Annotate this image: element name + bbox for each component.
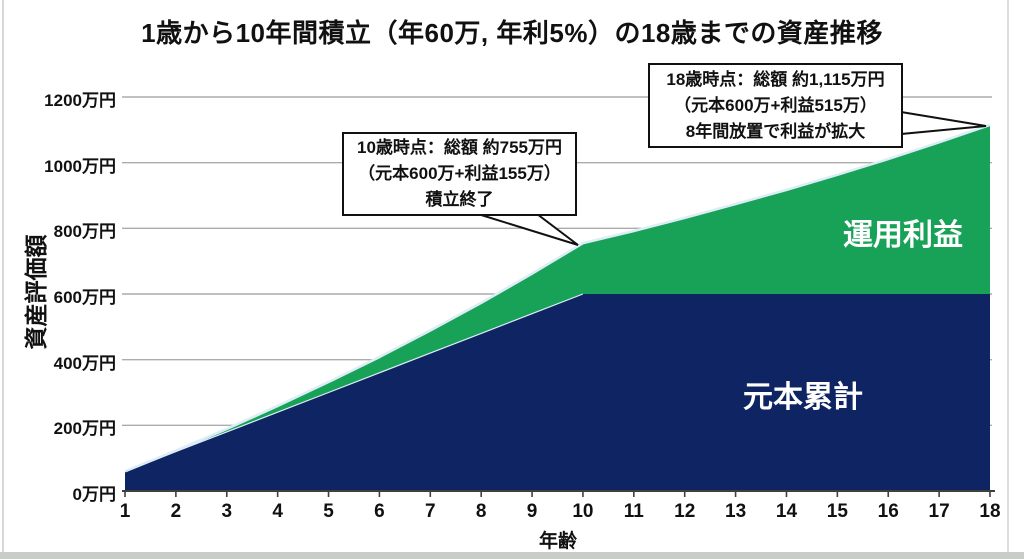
y-tick-label: 800万円 xyxy=(53,222,116,242)
annotation-line: 10歳時点：総額 約755万円 xyxy=(357,138,562,157)
x-tick-label: 5 xyxy=(323,501,334,522)
area-principal xyxy=(125,294,990,491)
y-tick-label: 0万円 xyxy=(72,485,116,504)
x-tick-label: 1 xyxy=(119,501,131,522)
principal-top-edge-line xyxy=(124,293,584,472)
series-label-profit: 運用利益 xyxy=(843,219,963,252)
total-top-edge-line xyxy=(124,123,991,473)
annotation-line: （元本600万+利益155万） xyxy=(358,164,561,183)
x-axis-title: 年齢 xyxy=(538,531,578,552)
annotation-line: （元本600万+利益515万） xyxy=(674,95,877,115)
y-tick-label: 200万円 xyxy=(53,419,116,439)
x-tick-label: 17 xyxy=(928,501,950,522)
x-tick-label: 12 xyxy=(674,501,696,522)
annotation-age10-pointer xyxy=(477,213,579,246)
y-tick-label: 1000万円 xyxy=(44,156,116,176)
screenshot-right-border xyxy=(1007,0,1009,559)
chart-title: 1歳から10年間積立（年60万, 年利5%）の18歳までの資産推移 xyxy=(141,18,883,48)
annotation-line: 18歳時点：総額 約1,115万円 xyxy=(666,69,885,89)
x-tick-label: 15 xyxy=(826,501,848,522)
x-tick-label: 10 xyxy=(572,501,594,522)
series-label-principal: 元本累計 xyxy=(743,381,863,414)
x-tick-label: 16 xyxy=(877,501,899,522)
annotation-age10-callout: 10歳時点：総額 約755万円 （元本600万+利益155万） 積立終了 xyxy=(342,132,577,216)
annotation-age18-callout: 18歳時点：総額 約1,115万円 （元本600万+利益515万） 8年間放置で… xyxy=(648,63,903,148)
x-tick-label: 8 xyxy=(475,501,487,522)
x-tick-label: 14 xyxy=(775,501,798,522)
x-tick-label: 6 xyxy=(374,501,385,522)
x-tick-label: 4 xyxy=(272,501,283,522)
x-tick-label: 13 xyxy=(725,501,747,522)
screenshot-bottom-strip xyxy=(0,552,1024,559)
y-tick-label: 600万円 xyxy=(53,288,116,307)
annotation-line: 積立終了 xyxy=(425,190,494,209)
y-tick-label: 1200万円 xyxy=(44,91,116,110)
area-profit xyxy=(125,124,990,472)
x-tick-label: 11 xyxy=(623,501,644,522)
x-tick-label: 2 xyxy=(170,501,182,522)
screenshot-left-border xyxy=(2,0,4,559)
x-tick-label: 9 xyxy=(526,501,538,522)
annotation-line: 8年間放置で利益が拡大 xyxy=(685,121,866,141)
x-tick-label: 7 xyxy=(424,501,436,522)
x-tick-label: 3 xyxy=(221,501,233,522)
y-tick-label: 400万円 xyxy=(53,353,116,373)
x-tick-label: 18 xyxy=(979,501,1001,522)
